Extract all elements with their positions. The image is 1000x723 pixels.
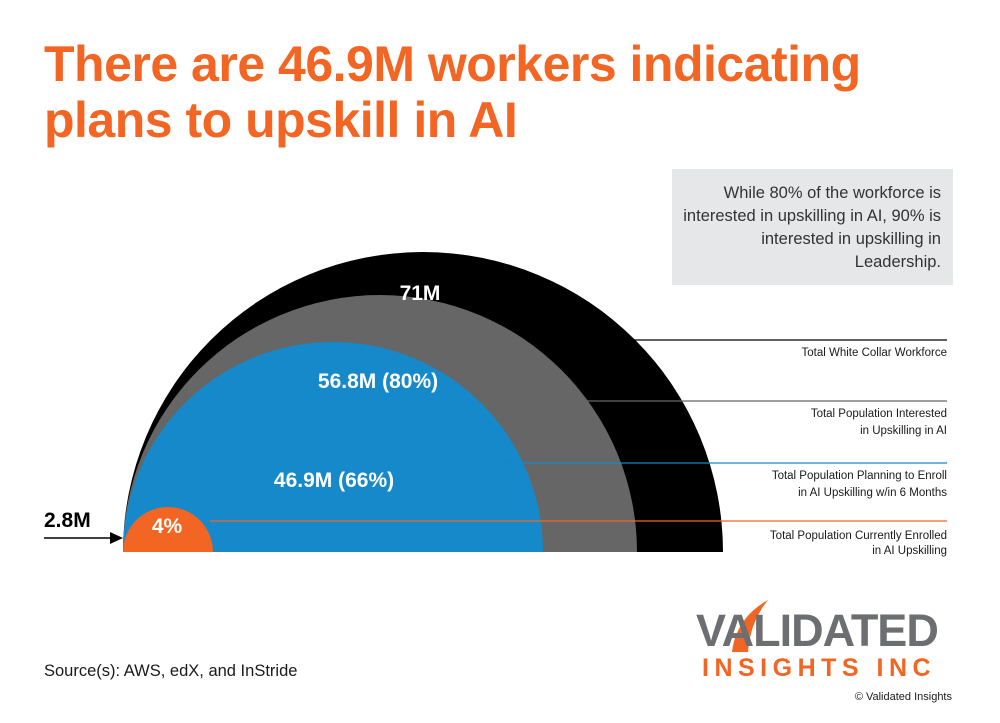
value-label-3: 4% (152, 515, 183, 538)
legend-text-3-1: in AI Upskilling (872, 545, 947, 557)
legend-text-1-0: Total Population Interested (811, 408, 947, 420)
pointer-label: 2.8M (44, 509, 91, 532)
legend-text-3-0: Total Population Currently Enrolled (770, 530, 947, 542)
callout-box: While 80% of the workforce is interested… (672, 169, 953, 285)
legend-text-0-0: Total White Collar Workforce (802, 347, 948, 359)
logo-line1: VALIDATED (696, 605, 938, 656)
value-label-2: 46.9M (66%) (274, 469, 394, 492)
callout-text: While 80% of the workforce is interested… (683, 184, 941, 271)
legend-text-2-1: in AI Upskilling w/in 6 Months (798, 487, 947, 499)
logo-line2: INSIGHTS INC (702, 654, 936, 682)
value-label-0: 71M (400, 282, 441, 305)
semicircle-2 (123, 342, 543, 552)
company-logo: VALIDATED INSIGHTS INC (696, 600, 939, 682)
copyright-text: © Validated Insights (854, 691, 952, 703)
logo-swoosh-icon (732, 600, 768, 652)
pointer-arrow-head-icon (110, 532, 123, 544)
page-title: There are 46.9M workers indicating plans… (44, 36, 861, 148)
value-label-1: 56.8M (80%) (318, 370, 438, 393)
source-note: Source(s): AWS, edX, and InStride (44, 662, 298, 680)
legend-text-1-1: in Upskilling in AI (860, 425, 947, 437)
legend-text-2-0: Total Population Planning to Enroll (772, 470, 947, 482)
semicircle-3 (123, 507, 213, 552)
